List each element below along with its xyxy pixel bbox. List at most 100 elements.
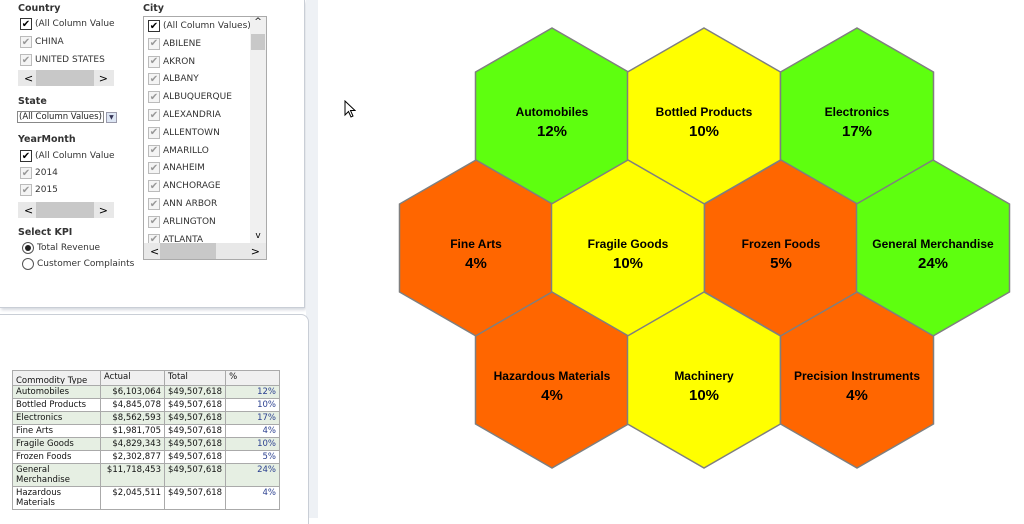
checkbox[interactable]: ✔ (20, 36, 32, 48)
option-label: ALBUQUERQUE (163, 92, 232, 103)
city-option[interactable]: ✔ ALBUQUERQUE (148, 91, 232, 104)
hex-label: Machinery (674, 369, 734, 383)
option-label: ANN ARBOR (163, 199, 218, 209)
city-option[interactable]: ✔ ALLENTOWN (148, 126, 220, 139)
country-label: Country (18, 3, 61, 14)
cell-commodity: Hazardous Materials (12, 486, 101, 510)
cell-total: $49,507,618 (163, 463, 227, 487)
state-dropdown[interactable]: (All Column Values) ▼ (17, 111, 117, 123)
yearmonth-label: YearMonth (18, 134, 76, 145)
cell-percent: 17% (225, 411, 280, 425)
country-scrollbar[interactable]: < > (18, 70, 114, 86)
filter-option[interactable]: ✔ (All Column Value (20, 150, 115, 162)
checkbox[interactable]: ✔ (148, 180, 160, 193)
checkbox[interactable]: ✔ (20, 184, 32, 196)
checkbox[interactable]: ✔ (148, 73, 160, 86)
city-option[interactable]: ✔ ARLINGTON (148, 215, 216, 228)
city-option[interactable]: ✔ ALEXANDRIA (148, 109, 221, 121)
filter-option[interactable]: ✔ 2014 (20, 167, 58, 179)
filter-option[interactable]: ✔ 2015 (20, 184, 58, 196)
panel-divider[interactable] (306, 0, 318, 518)
option-label: UNITED STATES (35, 55, 105, 65)
hex-tile[interactable]: Machinery 10% (626, 291, 782, 469)
hex-value: 4% (465, 255, 487, 272)
yearmonth-scrollbar[interactable]: < > (18, 202, 114, 218)
hex-label: Fine Arts (450, 237, 502, 251)
city-label: City (143, 3, 164, 14)
mouse-cursor-icon (344, 100, 356, 118)
hex-label: Precision Instruments (794, 369, 920, 383)
radio-button[interactable] (22, 258, 34, 270)
checkbox[interactable]: ✔ (148, 162, 160, 175)
hex-label: Bottled Products (656, 105, 753, 119)
hex-label: Frozen Foods (742, 237, 821, 251)
city-option[interactable]: ✔ ABILENE (148, 37, 201, 50)
chevron-down-icon[interactable]: ▼ (105, 111, 117, 123)
cell-percent: 4% (225, 486, 280, 510)
city-option[interactable]: ✔ ANAHEIM (148, 162, 205, 175)
cell-actual: $4,829,343 (100, 437, 165, 451)
city-option[interactable]: ✔ AKRON (148, 55, 195, 68)
radio-button[interactable] (22, 242, 34, 254)
checkbox[interactable]: ✔ (20, 150, 32, 162)
kpi-label: Select KPI (18, 227, 73, 238)
kpi-radio-option[interactable]: Customer Complaints (22, 258, 134, 270)
cell-total: $49,507,618 (163, 486, 227, 510)
checkbox[interactable]: ✔ (148, 109, 160, 121)
checkbox[interactable]: ✔ (148, 20, 160, 32)
checkbox[interactable]: ✔ (148, 126, 160, 139)
checkbox[interactable]: ✔ (20, 167, 32, 179)
hex-tile[interactable]: Hazardous Materials 4% (474, 291, 630, 469)
option-label: AMARILLO (163, 145, 209, 156)
checkbox[interactable]: ✔ (148, 215, 160, 228)
option-label: Total Revenue (37, 243, 101, 253)
option-label: CHINA (35, 37, 64, 47)
filter-option[interactable]: ✔ CHINA (20, 36, 64, 48)
city-option[interactable]: ✔ ANCHORAGE (148, 180, 221, 193)
hex-shape[interactable] (779, 291, 935, 469)
city-listbox[interactable]: ✔ (All Column Values) ✔ ABILENE ✔ AKRON ✔ ALBAN… (143, 16, 267, 260)
checkbox[interactable]: ✔ (148, 144, 160, 157)
table-row: Hazardous Materials $2,045,511 $49,507,618… (12, 486, 280, 510)
city-option[interactable]: ✔ ATLANTA (148, 233, 204, 246)
hex-tile[interactable]: General Merchandise 24% (855, 159, 1011, 337)
option-label: ANCHORAGE (163, 181, 221, 192)
option-label: ARLINGTON (163, 216, 216, 227)
option-label: (All Column Value (35, 151, 115, 161)
hex-tile[interactable]: Frozen Foods 5% (703, 159, 859, 337)
hex-value: 5% (770, 255, 792, 272)
hex-value: 10% (689, 387, 719, 404)
option-label: Customer Complaints (37, 259, 135, 269)
checkbox[interactable]: ✔ (20, 18, 32, 30)
city-vscrollbar[interactable]: ^ v (250, 17, 266, 243)
hex-tile[interactable]: Fragile Goods 10% (550, 159, 706, 337)
hex-tile[interactable]: Bottled Products 10% (626, 27, 782, 205)
hex-value: 17% (842, 123, 872, 140)
hex-value: 10% (613, 255, 643, 272)
checkbox[interactable]: ✔ (148, 55, 160, 68)
checkbox[interactable]: ✔ (148, 91, 160, 104)
checkbox[interactable]: ✔ (148, 37, 160, 50)
filter-option[interactable]: ✔ UNITED STATES (20, 54, 105, 66)
city-option[interactable]: ✔ (All Column Values) (148, 20, 251, 32)
checkbox[interactable]: ✔ (148, 198, 160, 210)
checkbox[interactable]: ✔ (20, 54, 32, 66)
hex-tile[interactable]: Precision Instruments 4% (779, 291, 935, 469)
kpi-radio-option[interactable]: Total Revenue (22, 242, 100, 254)
state-value: (All Column Values) (17, 111, 104, 123)
cell-actual: $8,562,593 (100, 411, 165, 425)
hex-value: 4% (541, 387, 563, 404)
hex-label: Hazardous Materials (494, 369, 611, 383)
city-option[interactable]: ✔ AMARILLO (148, 144, 209, 157)
filter-option[interactable]: ✔ (All Column Value (20, 18, 115, 30)
hex-value: 24% (918, 255, 948, 272)
filter-panel: Country ✔ (All Column Value ✔ CHINA ✔ UNITED … (0, 0, 305, 308)
option-label: ATLANTA (163, 234, 204, 245)
city-option[interactable]: ✔ ALBANY (148, 73, 199, 86)
hex-label: Automobiles (516, 105, 589, 119)
cell-total: $49,507,618 (163, 411, 227, 425)
city-option[interactable]: ✔ ANN ARBOR (148, 198, 217, 210)
city-hscrollbar[interactable]: < > (144, 243, 266, 259)
option-label: ANAHEIM (163, 163, 205, 174)
